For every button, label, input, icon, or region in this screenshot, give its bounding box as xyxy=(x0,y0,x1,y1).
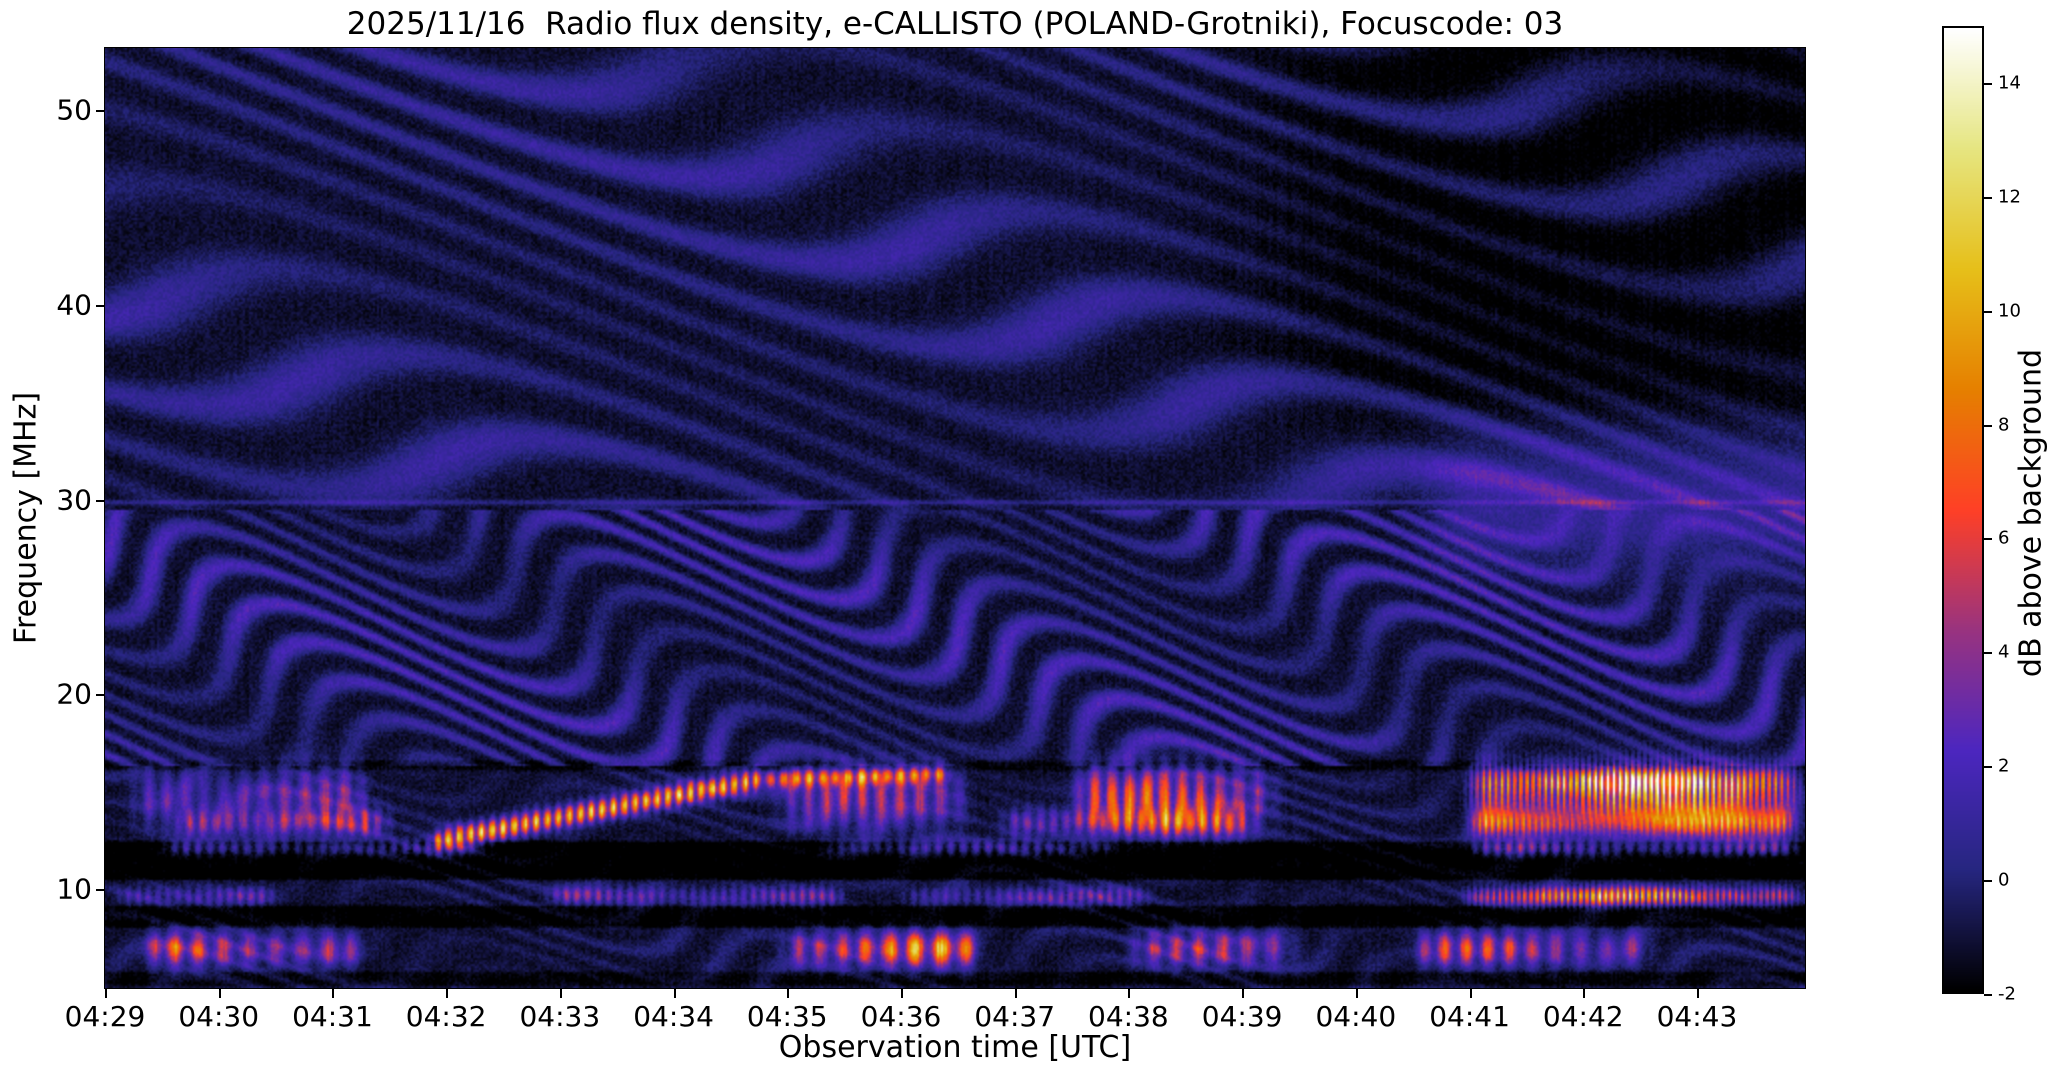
colorbar-tick-label: 0 xyxy=(1998,869,2010,891)
x-tick-mark xyxy=(332,989,335,998)
x-tick-label: 04:43 xyxy=(1656,1000,1738,1033)
spectrogram-canvas xyxy=(105,48,1805,988)
y-tick-label: 40 xyxy=(56,288,92,322)
colorbar-tick-label: 10 xyxy=(1998,300,2021,322)
x-tick-label: 04:41 xyxy=(1429,1000,1510,1033)
x-tick-mark xyxy=(787,989,790,998)
y-tick-label: 20 xyxy=(56,677,92,711)
x-tick-mark xyxy=(1583,989,1586,998)
colorbar-tick-label: 2 xyxy=(1998,755,2010,777)
colorbar-tick-label: 12 xyxy=(1998,186,2021,208)
x-tick-mark xyxy=(1355,989,1358,998)
y-tick-label: 10 xyxy=(56,872,92,906)
y-tick-mark xyxy=(96,110,105,113)
colorbar-tick-mark xyxy=(1984,880,1992,883)
x-tick-mark xyxy=(218,989,221,998)
x-tick-label: 04:34 xyxy=(633,1000,714,1033)
y-axis-label: Frequency [MHz] xyxy=(8,391,44,645)
colorbar-tick-mark xyxy=(1984,82,1992,85)
x-axis-label: Observation time [UTC] xyxy=(778,1030,1132,1065)
x-tick-mark xyxy=(446,989,449,998)
x-tick-mark xyxy=(1696,989,1699,998)
x-tick-label: 04:36 xyxy=(860,1000,942,1033)
colorbar xyxy=(1942,26,1984,994)
x-tick-label: 04:32 xyxy=(405,1000,487,1033)
spectrogram-plot xyxy=(104,47,1806,989)
y-tick-mark xyxy=(96,888,105,891)
x-tick-mark xyxy=(1242,989,1245,998)
y-tick-mark xyxy=(96,304,105,307)
colorbar-tick-mark xyxy=(1984,538,1992,541)
y-tick-mark xyxy=(96,499,105,502)
colorbar-tick-mark xyxy=(1984,196,1992,199)
x-tick-label: 04:38 xyxy=(1088,1000,1169,1033)
x-tick-label: 04:30 xyxy=(178,1000,260,1033)
colorbar-label: dB above background xyxy=(2013,348,2047,678)
y-tick-label: 30 xyxy=(56,483,92,516)
colorbar-tick-label: 8 xyxy=(1998,414,2010,436)
chart-title: 2025/11/16 Radio flux density, e-CALLIST… xyxy=(346,6,1564,42)
colorbar-tick-label: 4 xyxy=(1998,641,2010,663)
x-tick-label: 04:33 xyxy=(519,1000,601,1033)
x-tick-mark xyxy=(559,989,562,998)
x-tick-label: 04:31 xyxy=(292,1000,373,1033)
x-tick-mark xyxy=(1469,989,1472,998)
x-tick-label: 04:37 xyxy=(974,1000,1056,1033)
colorbar-tick-mark xyxy=(1984,310,1992,313)
colorbar-tick-label: 6 xyxy=(1998,527,2010,549)
x-tick-label: 04:40 xyxy=(1315,1000,1397,1033)
x-tick-label: 04:39 xyxy=(1201,1000,1283,1033)
y-tick-label: 50 xyxy=(56,93,92,127)
colorbar-tick-mark xyxy=(1984,766,1992,769)
colorbar-tick-label: -2 xyxy=(1998,983,2016,1005)
colorbar-tick-mark xyxy=(1984,652,1992,655)
x-tick-mark xyxy=(673,989,676,998)
colorbar-gradient-canvas xyxy=(1944,28,1982,992)
x-tick-mark xyxy=(1128,989,1131,998)
x-tick-mark xyxy=(105,989,107,998)
x-tick-mark xyxy=(900,989,903,998)
x-tick-label: 04:35 xyxy=(746,1000,828,1033)
x-tick-label: 04:29 xyxy=(64,1000,146,1033)
colorbar-tick-mark xyxy=(1984,994,1992,996)
y-tick-mark xyxy=(96,694,105,697)
colorbar-tick-label: 14 xyxy=(1998,72,2021,94)
colorbar-tick-mark xyxy=(1984,424,1992,427)
x-tick-mark xyxy=(1014,989,1017,998)
x-tick-label: 04:42 xyxy=(1542,1000,1624,1033)
